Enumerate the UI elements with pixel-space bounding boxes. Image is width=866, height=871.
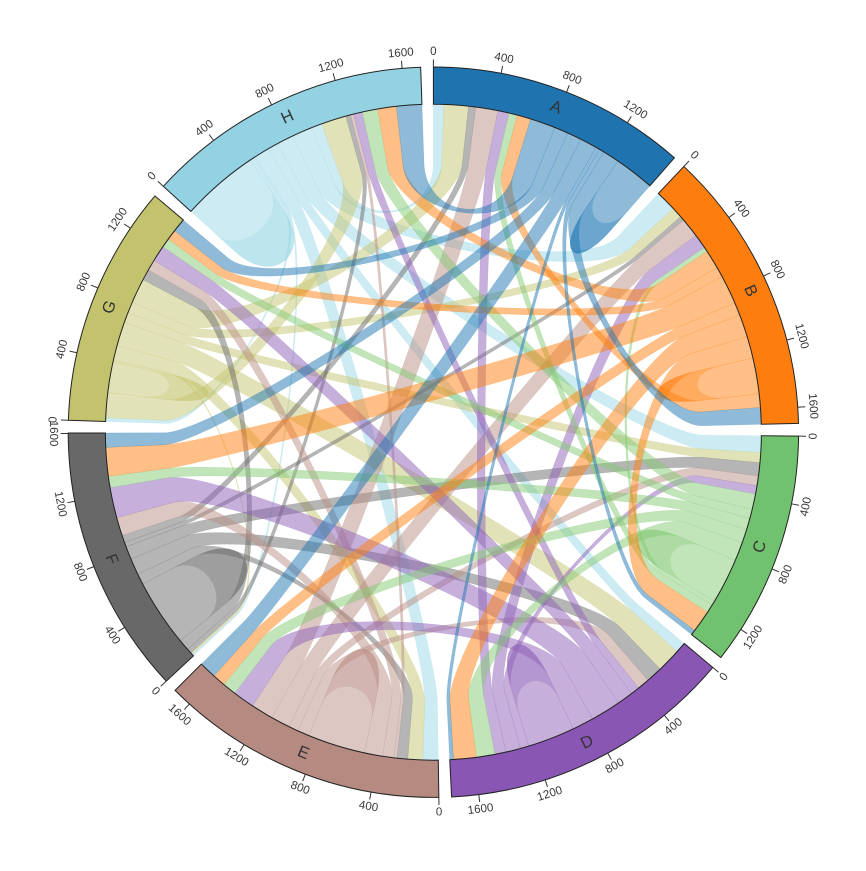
svg-text:0: 0 [436,805,443,818]
svg-text:1600: 1600 [387,45,414,60]
svg-text:0: 0 [430,45,436,58]
svg-text:1600: 1600 [806,393,821,420]
svg-text:0: 0 [807,433,820,440]
svg-text:0: 0 [46,416,59,423]
svg-text:1600: 1600 [47,421,60,447]
